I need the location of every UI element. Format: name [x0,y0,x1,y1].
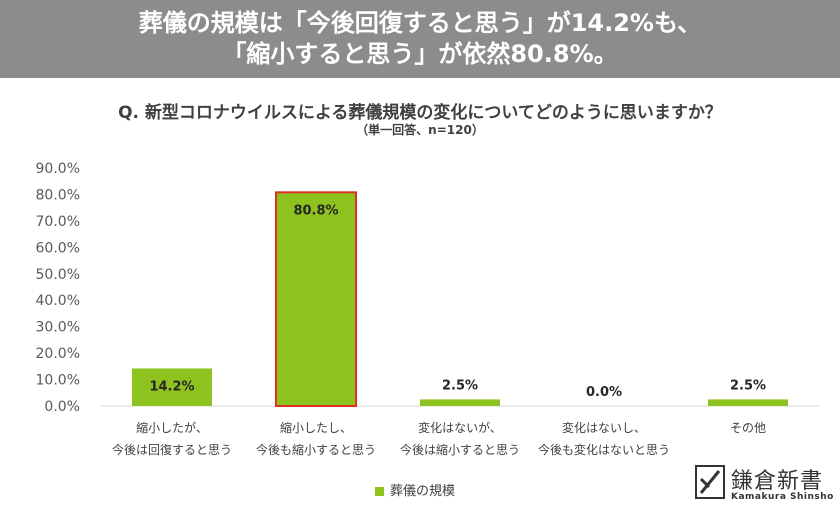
headline-banner: 葬儀の規模は「今後回復すると思う」が14.2%も、 「縮小すると思う」が依然80… [0,0,840,78]
y-tick-label: 80.0% [36,187,80,203]
category-label: 変化はないし、 [562,420,646,435]
category-label: 今後は回復すると思う [112,442,232,457]
y-tick-label: 60.0% [36,240,80,256]
data-label: 0.0% [586,385,622,400]
bar [132,368,212,406]
bar [420,399,500,406]
category-label: 今後も縮小すると思う [256,442,376,457]
headline-line-1: 葬儀の規模は「今後回復すると思う」が14.2%も、 [138,9,702,37]
survey-question: Q. 新型コロナウイルスによる葬儀規模の変化についてどのように思いますか？ [118,103,722,123]
data-label: 14.2% [149,379,194,394]
logo-subtitle: Kamakura Shinsho [731,492,834,502]
category-label: 今後も変化はないと思う [538,442,670,457]
category-label: その他 [730,421,766,435]
y-tick-label: 20.0% [36,346,80,362]
headline-line-2: 「縮小すると思う」が依然80.8%。 [222,40,618,68]
data-label: 80.8% [293,203,338,218]
data-label: 2.5% [730,378,766,393]
y-tick-label: 50.0% [36,267,80,283]
y-tick-label: 40.0% [36,293,80,309]
legend-label: 葬儀の規模 [390,484,456,499]
y-tick-label: 90.0% [36,161,80,177]
bar [275,191,357,407]
legend: 葬儀の規模 [375,480,455,499]
bar-chart: 0.0% 10.0% 20.0% 30.0% 40.0% 50.0% 60.0% 70.0% 8… [36,161,820,457]
logo-mark-icon [695,465,725,499]
category-label: 縮小したし、 [280,420,352,435]
bar [708,399,788,406]
logo-name: 鎌倉新書 [731,469,824,494]
company-logo: 鎌倉新書 Kamakura Shinsho [695,463,835,508]
category-label: 縮小したが、 [136,420,208,435]
category-label: 今後は縮小すると思う [400,442,520,457]
survey-subtitle: （単一回答、n=120） [356,123,484,137]
y-tick-label: 70.0% [36,214,80,230]
y-tick-label: 30.0% [36,320,80,336]
legend-swatch [375,487,384,496]
data-label: 2.5% [442,378,478,393]
category-label: 変化はないが、 [418,420,502,435]
y-tick-label: 0.0% [44,399,80,415]
y-tick-label: 10.0% [36,373,80,389]
